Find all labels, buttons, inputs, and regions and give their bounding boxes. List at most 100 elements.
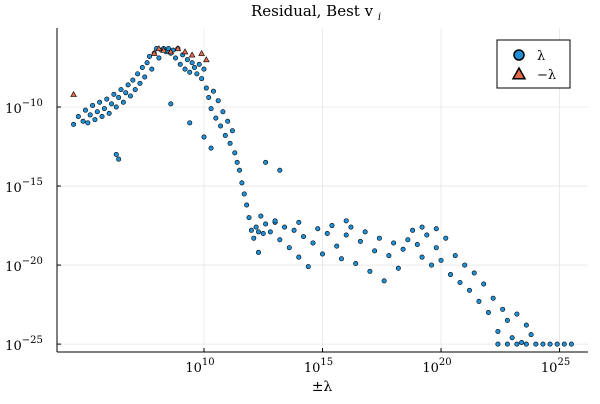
- data-point: [227, 140, 233, 146]
- data-point: [137, 80, 143, 86]
- data-point: [253, 224, 259, 230]
- data-point: [296, 254, 302, 260]
- data-point: [561, 341, 567, 347]
- data-point: [191, 65, 197, 71]
- data-point: [457, 279, 463, 285]
- data-point: [82, 107, 88, 113]
- data-point: [184, 57, 190, 63]
- data-point: [92, 117, 98, 123]
- x-tick-label: 1020: [422, 357, 451, 376]
- data-point: [443, 235, 449, 241]
- data-point: [251, 235, 257, 241]
- data-point: [168, 101, 174, 107]
- data-point: [194, 71, 200, 77]
- data-point: [277, 237, 283, 243]
- data-point: [160, 46, 167, 53]
- data-point: [123, 90, 129, 96]
- data-point: [504, 341, 510, 347]
- data-point: [246, 215, 252, 221]
- data-point: [391, 240, 397, 246]
- data-point: [94, 109, 100, 115]
- x-tick-label: 1015: [304, 357, 333, 376]
- data-point: [267, 229, 273, 235]
- data-point: [291, 227, 297, 233]
- data-point: [237, 167, 243, 173]
- data-point: [165, 46, 171, 52]
- data-point: [218, 123, 224, 129]
- data-point: [142, 74, 148, 80]
- data-point: [155, 45, 163, 52]
- data-point: [146, 53, 152, 59]
- data-point: [75, 114, 81, 120]
- legend-marker-triangle: [511, 66, 527, 80]
- data-point: [239, 180, 245, 186]
- data-point: [338, 256, 344, 262]
- data-point: [481, 281, 487, 287]
- data-point: [509, 335, 515, 341]
- data-point: [305, 264, 311, 270]
- data-point: [241, 191, 247, 197]
- data-point: [462, 262, 468, 268]
- data-point: [424, 232, 430, 238]
- data-point: [433, 245, 439, 251]
- data-point: [315, 226, 321, 232]
- data-point: [504, 317, 510, 323]
- x-tick-label: 1010: [185, 357, 214, 376]
- data-point: [109, 101, 115, 107]
- data-point: [87, 112, 93, 118]
- data-point: [452, 253, 458, 259]
- data-point: [139, 65, 145, 71]
- data-point: [85, 120, 91, 126]
- y-tick-label: 10−10: [5, 98, 43, 117]
- data-point: [232, 150, 238, 156]
- data-point: [466, 287, 472, 293]
- series-neg-lambda: [70, 45, 210, 97]
- data-point: [568, 341, 574, 347]
- data-point: [187, 69, 193, 75]
- data-point: [120, 99, 126, 105]
- data-point: [490, 295, 496, 301]
- data-point: [97, 99, 103, 105]
- data-point: [111, 91, 117, 97]
- chart-title: Residual, Best v i: [251, 2, 381, 23]
- data-point: [116, 156, 122, 162]
- data-point: [222, 132, 228, 138]
- data-point: [348, 224, 354, 230]
- data-point: [135, 71, 141, 77]
- data-point: [127, 93, 133, 99]
- legend: λ −λ: [496, 39, 571, 89]
- data-point: [125, 82, 131, 88]
- data-point: [156, 55, 162, 61]
- legend-marker-circle: [513, 49, 525, 61]
- data-point: [80, 118, 86, 124]
- data-point: [173, 55, 179, 61]
- data-point: [113, 104, 119, 110]
- data-point: [181, 48, 189, 55]
- legend-box: [496, 39, 571, 89]
- data-point: [523, 341, 529, 347]
- data-point: [319, 251, 325, 257]
- data-point: [203, 56, 210, 63]
- data-point: [201, 66, 207, 72]
- data-point: [201, 134, 207, 140]
- data-point: [540, 341, 546, 347]
- data-point: [362, 229, 368, 235]
- data-point: [215, 98, 221, 104]
- data-point: [132, 87, 138, 93]
- data-point: [372, 248, 378, 254]
- data-point: [414, 242, 420, 248]
- data-point: [419, 254, 425, 260]
- data-point: [343, 218, 349, 224]
- y-tick-label: 10−15: [5, 177, 43, 196]
- data-point: [395, 265, 401, 271]
- data-point: [324, 230, 330, 236]
- data-point: [334, 243, 340, 249]
- data-point: [149, 66, 155, 72]
- data-point: [386, 253, 392, 259]
- data-point: [263, 221, 269, 227]
- data-point: [514, 311, 520, 317]
- data-point: [90, 102, 96, 108]
- data-point: [182, 66, 188, 72]
- data-point: [130, 77, 136, 83]
- data-point: [208, 145, 214, 151]
